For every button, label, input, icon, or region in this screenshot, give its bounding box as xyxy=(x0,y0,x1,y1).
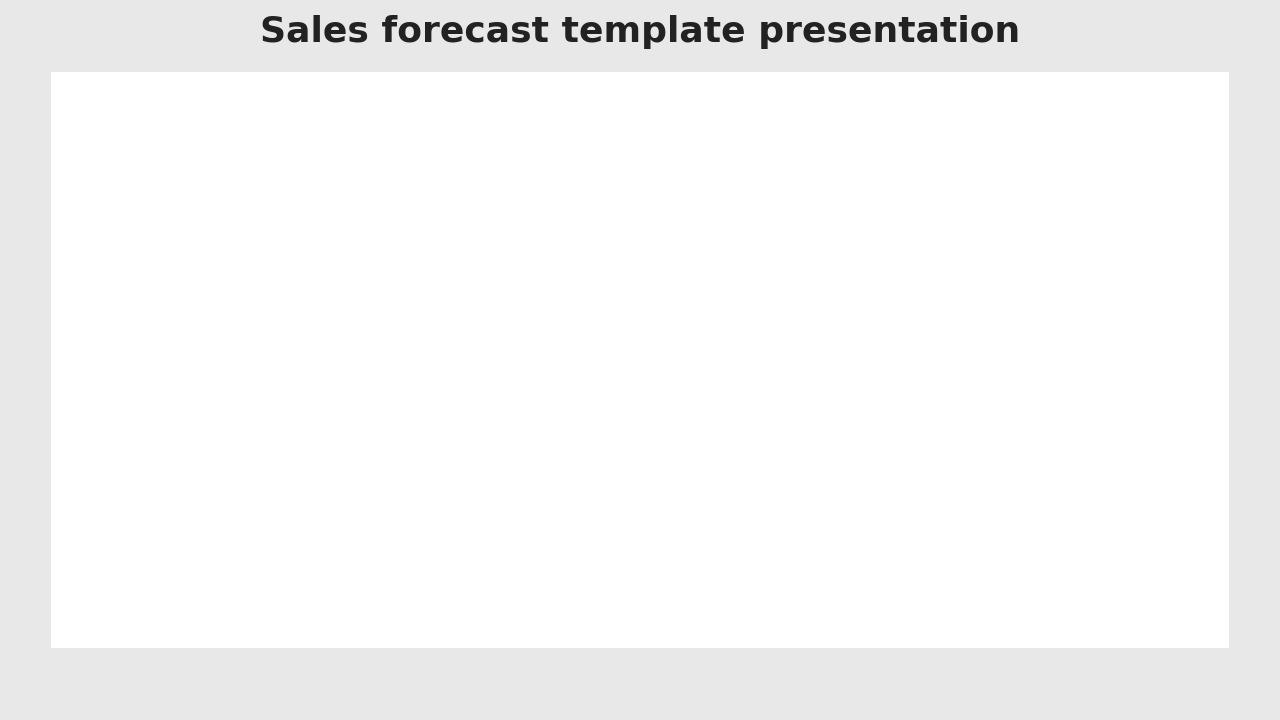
Text: 75%: 75% xyxy=(101,472,148,492)
Text: 25%: 25% xyxy=(984,576,1032,595)
Text: 2019: 2019 xyxy=(826,123,896,147)
FancyBboxPatch shape xyxy=(40,290,210,639)
FancyBboxPatch shape xyxy=(776,107,946,163)
Text: 2018: 2018 xyxy=(678,123,749,147)
Text: 2021: 2021 xyxy=(1120,123,1190,147)
Text: Sales forecast template presentation: Sales forecast template presentation xyxy=(260,15,1020,50)
FancyBboxPatch shape xyxy=(334,107,504,163)
Text: 35%: 35% xyxy=(543,555,590,575)
FancyBboxPatch shape xyxy=(628,405,799,639)
Text: 50%: 50% xyxy=(690,524,737,544)
Text: 2015: 2015 xyxy=(237,123,307,147)
FancyBboxPatch shape xyxy=(481,474,652,639)
FancyBboxPatch shape xyxy=(187,359,357,639)
FancyBboxPatch shape xyxy=(923,107,1093,163)
Text: 60%: 60% xyxy=(248,503,296,523)
Text: 85%: 85% xyxy=(1132,451,1179,472)
FancyBboxPatch shape xyxy=(187,107,357,163)
Text: 65%: 65% xyxy=(837,492,884,513)
Text: 80%: 80% xyxy=(396,462,443,482)
FancyBboxPatch shape xyxy=(334,267,504,639)
FancyBboxPatch shape xyxy=(776,336,946,639)
FancyBboxPatch shape xyxy=(481,107,652,163)
FancyBboxPatch shape xyxy=(40,107,210,163)
FancyBboxPatch shape xyxy=(1070,244,1240,639)
FancyBboxPatch shape xyxy=(923,521,1093,639)
FancyBboxPatch shape xyxy=(628,107,799,163)
Text: 2016: 2016 xyxy=(384,123,454,147)
FancyBboxPatch shape xyxy=(1070,107,1240,163)
Text: 2020: 2020 xyxy=(973,123,1043,147)
Text: 2017: 2017 xyxy=(531,123,602,147)
Text: 2014: 2014 xyxy=(90,123,160,147)
